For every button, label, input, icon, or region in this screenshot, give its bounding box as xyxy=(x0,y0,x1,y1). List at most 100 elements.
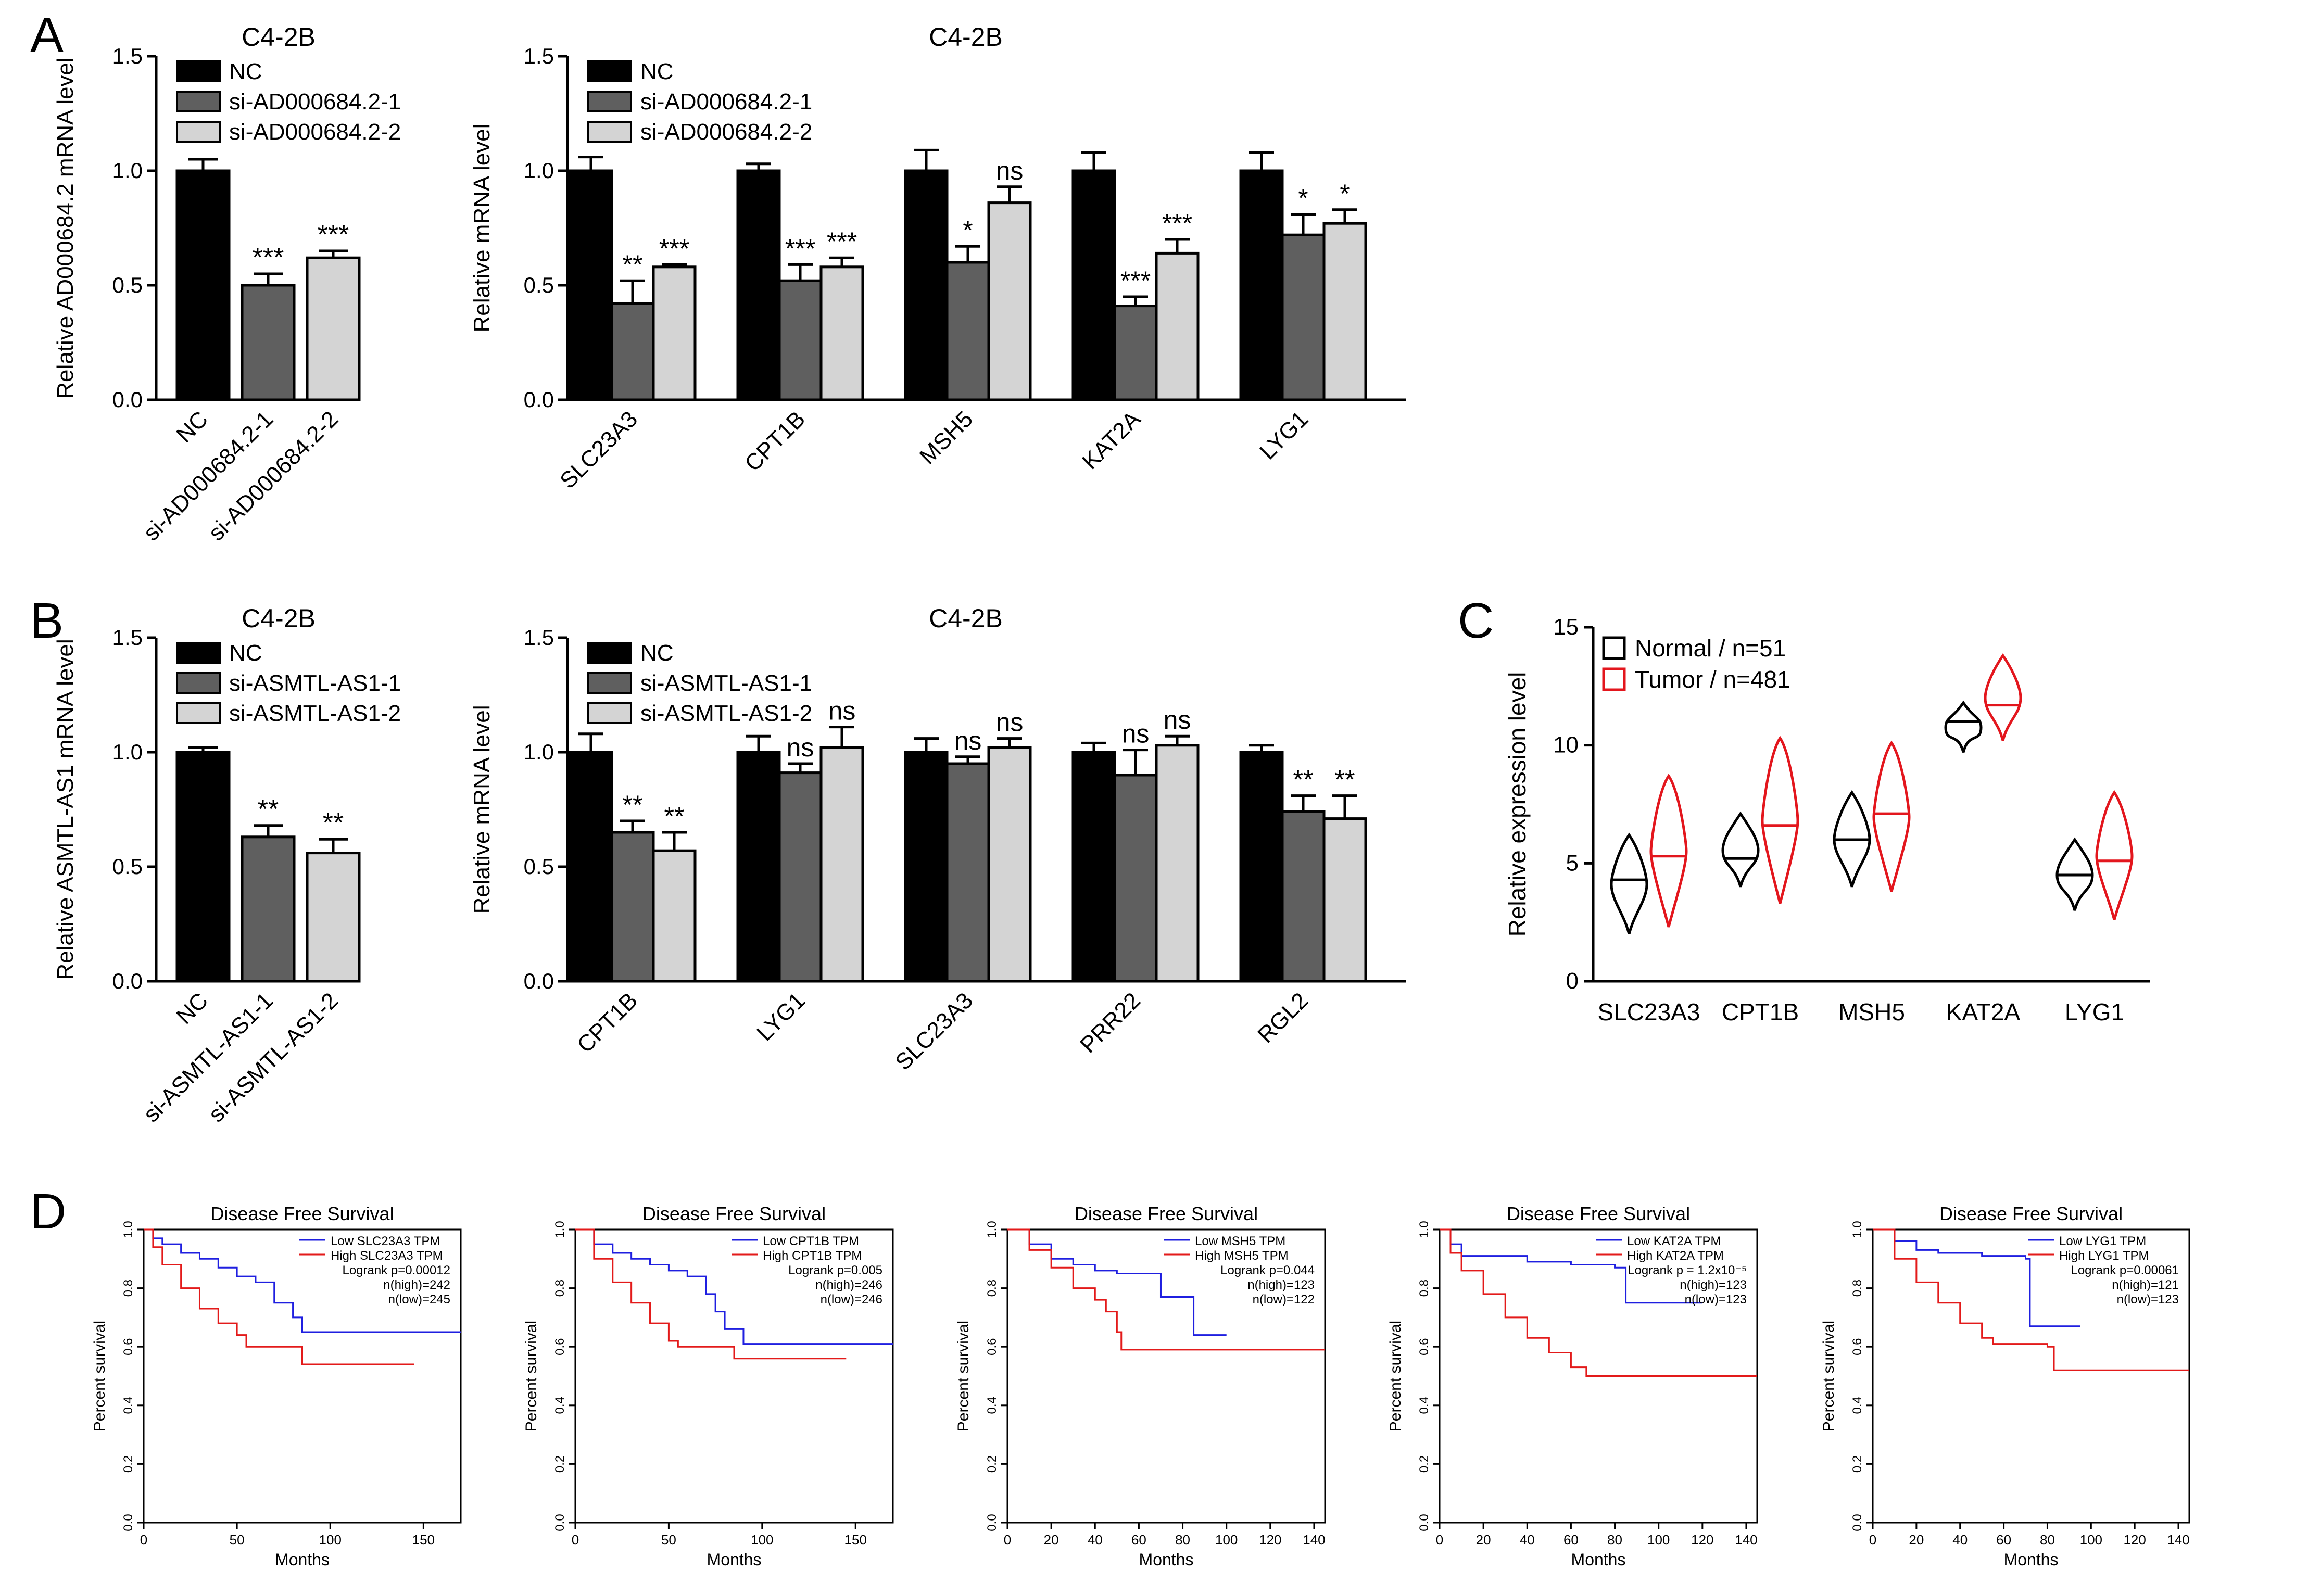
bar xyxy=(610,302,655,401)
stats-label: n(high)=123 xyxy=(1247,1278,1315,1292)
plot-frame xyxy=(1006,1228,1326,1524)
legend-swatch xyxy=(587,702,632,724)
legend-label: si-AD000684.2-2 xyxy=(229,119,401,145)
x-tick-label: CPT1B xyxy=(740,406,810,476)
bar xyxy=(1239,751,1284,983)
y-tick-label: 1.0 xyxy=(1850,1221,1864,1238)
x-tick-label: 150 xyxy=(844,1532,867,1548)
significance-label: * xyxy=(1340,179,1350,208)
significance-label: ns xyxy=(996,708,1024,737)
bar xyxy=(306,852,361,983)
x-tick-label: 40 xyxy=(1952,1532,1968,1548)
significance-label: ns xyxy=(1164,705,1191,734)
stats-label: n(high)=123 xyxy=(1680,1278,1747,1292)
x-tick-label: 20 xyxy=(1909,1532,1924,1548)
significance-label: ** xyxy=(664,802,685,831)
y-tick-label: 0.0 xyxy=(985,1514,999,1531)
significance-label: ** xyxy=(623,250,643,279)
y-tick-label: 0.4 xyxy=(1417,1397,1431,1414)
bar xyxy=(652,265,697,401)
significance-label: *** xyxy=(253,243,284,273)
bar xyxy=(1071,751,1116,983)
legend-swatch xyxy=(1602,667,1626,691)
significance-label: ** xyxy=(323,808,344,838)
y-tick-label: 0.0 xyxy=(112,969,143,993)
x-tick-label: SLC23A3 xyxy=(1598,998,1700,1025)
x-tick-label: 0 xyxy=(140,1532,147,1548)
x-tick-label: 100 xyxy=(2080,1532,2102,1548)
x-tick-label: MSH5 xyxy=(1838,998,1905,1025)
legend-label: Low KAT2A TPM xyxy=(1627,1234,1721,1248)
bar xyxy=(241,284,296,401)
panel-letter-d: D xyxy=(30,1184,66,1239)
legend-label: Normal / n=51 xyxy=(1635,635,1786,662)
x-tick-label: 140 xyxy=(1735,1532,1757,1548)
legend-label: High MSH5 TPM xyxy=(1195,1249,1289,1263)
legend-label: NC xyxy=(229,640,262,666)
legend-swatch xyxy=(1602,636,1626,660)
bar xyxy=(819,746,864,983)
x-tick-label: 120 xyxy=(1259,1532,1281,1548)
significance-label: *** xyxy=(1162,209,1192,238)
panel-letter-c: C xyxy=(1458,593,1494,649)
y-axis-label: Relative expression level xyxy=(1504,672,1531,937)
bar xyxy=(778,771,823,983)
stats-label: Logrank p = 1.2x10⁻⁵ xyxy=(1628,1263,1747,1277)
bar xyxy=(1113,774,1158,983)
y-tick-label: 0 xyxy=(1566,968,1579,994)
y-tick-label: 0.4 xyxy=(985,1397,999,1414)
bar xyxy=(1281,810,1326,983)
stats-label: n(low)=123 xyxy=(2117,1293,2179,1307)
stats-label: n(high)=242 xyxy=(383,1278,450,1292)
legend-swatch xyxy=(176,121,221,143)
stats-label: n(high)=246 xyxy=(815,1278,882,1292)
chart-title: C4-2B xyxy=(242,604,316,633)
bar xyxy=(819,265,864,401)
y-tick-label: 10 xyxy=(1553,732,1579,758)
legend-label: si-ASMTL-AS1-1 xyxy=(229,670,401,696)
y-tick-label: 0.2 xyxy=(553,1455,567,1473)
y-tick-label: 15 xyxy=(1553,614,1579,640)
x-tick-label: SLC23A3 xyxy=(555,406,642,493)
legend-label: NC xyxy=(640,640,674,666)
y-tick-label: 0.6 xyxy=(1850,1338,1864,1356)
x-tick-label: 20 xyxy=(1476,1532,1491,1548)
legend-label: NC xyxy=(640,59,674,84)
significance-label: *** xyxy=(659,234,689,263)
x-tick-label: LYG1 xyxy=(752,987,810,1046)
y-tick-label: 1.5 xyxy=(524,44,554,68)
bar xyxy=(175,169,231,401)
x-tick-label: SLC23A3 xyxy=(890,987,978,1075)
bar xyxy=(1155,251,1200,401)
y-tick-label: 1.0 xyxy=(112,740,143,764)
chart-d4: 0.0 0.2 0.4 0.6 0.8 1.0 0 20 40 60 80 100 120 140 Dise… xyxy=(1387,1203,1758,1569)
significance-label: ns xyxy=(828,696,856,726)
chart-title: Disease Free Survival xyxy=(1075,1203,1258,1224)
legend-label: si-AD000684.2-2 xyxy=(640,119,812,145)
violin xyxy=(1649,774,1688,928)
significance-label: ** xyxy=(1293,765,1314,794)
y-tick-label: 0.0 xyxy=(112,387,143,412)
bar xyxy=(945,762,990,983)
legend-label: NC xyxy=(229,59,262,84)
y-tick-label: 1.0 xyxy=(553,1221,567,1238)
y-tick-label: 1.0 xyxy=(524,158,554,183)
legend-label: High CPT1B TPM xyxy=(763,1249,862,1263)
x-tick-label: 0 xyxy=(1004,1532,1011,1548)
y-axis-label: Relative mRNA level xyxy=(469,705,495,914)
violin xyxy=(1610,832,1648,934)
x-tick-label: 80 xyxy=(1175,1532,1190,1548)
significance-label: ns xyxy=(954,726,982,755)
violin xyxy=(1984,653,2022,741)
bar xyxy=(987,201,1032,401)
bar xyxy=(1155,744,1200,983)
y-tick-label: 0.6 xyxy=(553,1338,567,1356)
violin xyxy=(1944,700,1983,753)
y-tick-label: 0.5 xyxy=(524,854,554,879)
x-tick-label: 40 xyxy=(1520,1532,1535,1548)
significance-label: *** xyxy=(785,234,815,263)
y-axis-label: Relative ASMTL-AS1 mRNA level xyxy=(53,639,78,980)
chart-b1: 0.0 0.5 1.0 1.5 C4-2B Relative ASMTL-AS1 mRNA… xyxy=(53,604,401,1127)
legend-label: si-ASMTL-AS1-2 xyxy=(229,701,401,726)
y-tick-label: 0.0 xyxy=(524,387,554,412)
